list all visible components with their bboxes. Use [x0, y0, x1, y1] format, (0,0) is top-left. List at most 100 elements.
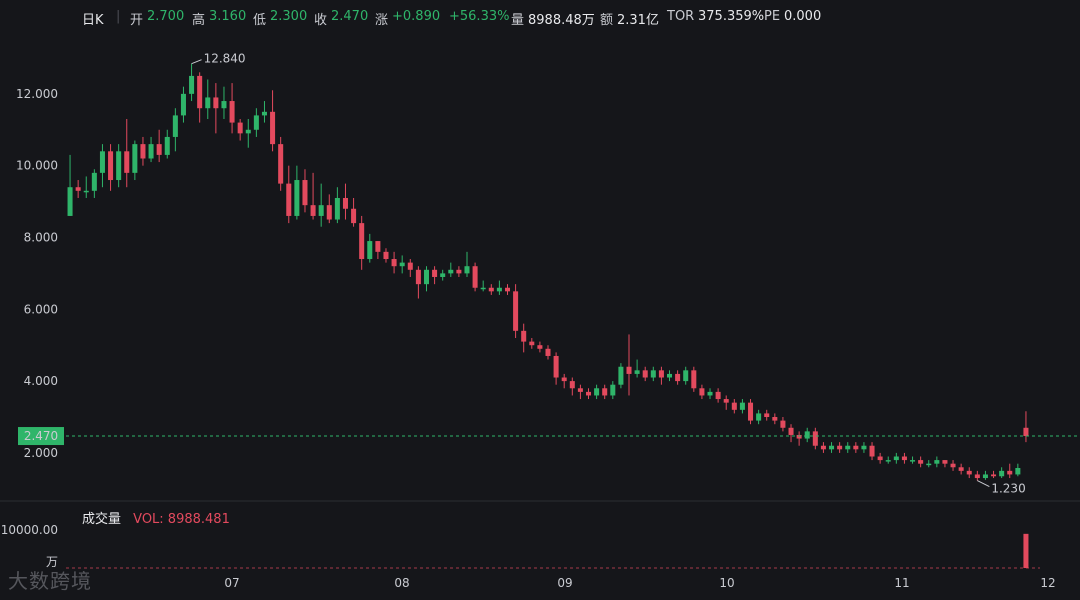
candle-up[interactable]	[205, 79, 211, 119]
candle-down[interactable]	[278, 136, 284, 191]
candle-up[interactable]	[893, 452, 899, 464]
candle-up[interactable]	[334, 187, 340, 224]
candle-down[interactable]	[124, 118, 130, 188]
candle-down[interactable]	[488, 284, 494, 295]
candle-up[interactable]	[423, 266, 429, 292]
candle-up[interactable]	[221, 86, 227, 119]
candle-up[interactable]	[707, 388, 713, 400]
candle-down[interactable]	[788, 424, 794, 443]
candle-down[interactable]	[731, 399, 737, 414]
candle-down[interactable]	[513, 284, 519, 339]
candle-down[interactable]	[545, 345, 551, 360]
candle-up[interactable]	[496, 280, 502, 295]
candle-down[interactable]	[375, 241, 381, 260]
candle-up[interactable]	[83, 176, 89, 198]
candle-down[interactable]	[1023, 411, 1029, 443]
candle-down[interactable]	[585, 388, 592, 400]
candle-down[interactable]	[577, 384, 583, 400]
volume-panel[interactable]: 10000.00	[1, 523, 1040, 569]
candle-down[interactable]	[391, 251, 397, 274]
candle-up[interactable]	[982, 470, 988, 480]
candle-up[interactable]	[683, 366, 689, 385]
candle-up[interactable]	[861, 442, 867, 453]
candle-down[interactable]	[642, 366, 648, 382]
candle-down[interactable]	[942, 460, 948, 468]
candle-up[interactable]	[164, 129, 170, 159]
candle-down[interactable]	[432, 266, 438, 285]
candle-up[interactable]	[667, 370, 673, 382]
candle-down[interactable]	[764, 409, 770, 421]
candle-down[interactable]	[974, 470, 980, 481]
candle-down[interactable]	[302, 169, 308, 213]
candle-down[interactable]	[699, 384, 705, 400]
candle-down[interactable]	[529, 338, 535, 349]
candle-up[interactable]	[99, 144, 105, 188]
candle-down[interactable]	[853, 442, 859, 453]
candle-down[interactable]	[286, 165, 292, 224]
candle-up[interactable]	[180, 86, 186, 123]
candle-up[interactable]	[148, 136, 154, 163]
candle-down[interactable]	[553, 352, 559, 385]
candle-up[interactable]	[650, 366, 656, 382]
candle-down[interactable]	[991, 470, 997, 479]
candle-down[interactable]	[1007, 463, 1013, 479]
candle-up[interactable]	[448, 262, 454, 277]
candle-up[interactable]	[189, 63, 195, 102]
candle-down[interactable]	[472, 262, 478, 292]
candle-down[interactable]	[237, 118, 243, 141]
candle-up[interactable]	[318, 183, 324, 227]
candle-down[interactable]	[213, 83, 219, 134]
candle-down[interactable]	[108, 144, 114, 191]
candle-down[interactable]	[812, 427, 818, 450]
candles-group[interactable]	[67, 63, 1029, 481]
candle-up[interactable]	[804, 427, 810, 443]
candle-up[interactable]	[610, 381, 616, 400]
candle-down[interactable]	[326, 194, 332, 224]
candle-up[interactable]	[934, 456, 940, 468]
candle-down[interactable]	[837, 442, 843, 453]
candle-down[interactable]	[966, 467, 972, 479]
candle-up[interactable]	[440, 269, 446, 281]
candle-down[interactable]	[156, 129, 162, 163]
candle-up[interactable]	[172, 108, 178, 152]
candle-down[interactable]	[456, 266, 462, 277]
candle-down[interactable]	[75, 180, 81, 198]
candle-up[interactable]	[618, 363, 624, 389]
candle-down[interactable]	[820, 442, 826, 453]
candle-down[interactable]	[691, 366, 697, 392]
candle-up[interactable]	[885, 456, 891, 464]
candle-up[interactable]	[116, 144, 122, 188]
candle-down[interactable]	[658, 366, 664, 385]
candle-up[interactable]	[367, 233, 373, 263]
candle-down[interactable]	[869, 442, 875, 461]
candle-up[interactable]	[739, 399, 745, 414]
candle-up[interactable]	[594, 384, 600, 400]
candle-up[interactable]	[464, 251, 470, 277]
candle-up[interactable]	[261, 101, 267, 123]
candle-down[interactable]	[723, 395, 729, 410]
candle-down[interactable]	[197, 72, 203, 123]
candle-down[interactable]	[383, 248, 389, 263]
candle-down[interactable]	[140, 136, 146, 166]
candle-down[interactable]	[675, 370, 681, 385]
candle-up[interactable]	[829, 442, 835, 453]
candle-down[interactable]	[602, 384, 608, 400]
candle-up[interactable]	[245, 118, 251, 148]
candle-up[interactable]	[999, 467, 1005, 479]
candle-down[interactable]	[229, 83, 235, 134]
candle-down[interactable]	[537, 341, 543, 353]
candle-up[interactable]	[399, 255, 405, 274]
candle-down[interactable]	[351, 197, 357, 227]
candle-down[interactable]	[772, 413, 778, 425]
volume-bar[interactable]	[1023, 533, 1029, 568]
candle-up[interactable]	[910, 456, 916, 464]
candle-up[interactable]	[926, 460, 932, 468]
candle-down[interactable]	[715, 388, 721, 403]
candle-down[interactable]	[958, 463, 964, 475]
candle-down[interactable]	[918, 456, 924, 468]
candle-down[interactable]	[521, 323, 527, 353]
candle-down[interactable]	[407, 259, 413, 277]
candle-down[interactable]	[950, 460, 956, 471]
candle-up[interactable]	[132, 140, 138, 181]
